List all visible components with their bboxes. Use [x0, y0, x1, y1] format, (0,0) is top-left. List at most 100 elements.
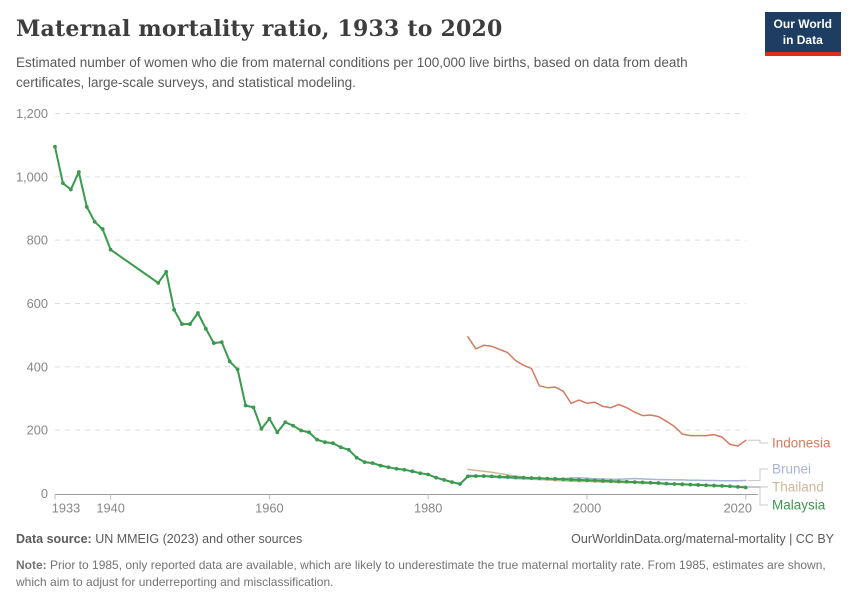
data-point-marker-malaysia — [585, 478, 589, 483]
data-point-marker-malaysia — [704, 483, 708, 488]
data-point-marker-malaysia — [291, 423, 296, 428]
data-point-marker-malaysia — [489, 474, 494, 479]
x-tick-label: 2020 — [724, 501, 752, 516]
y-tick-label: 400 — [27, 359, 48, 374]
data-point-marker-malaysia — [720, 484, 724, 488]
chart-subtitle: Estimated number of women who die from m… — [16, 55, 688, 91]
data-point-marker-malaysia — [307, 430, 311, 435]
data-point-marker-malaysia — [362, 460, 367, 465]
series-line-malaysia[interactable] — [54, 145, 747, 489]
data-point-marker-malaysia — [481, 474, 486, 478]
data-point-marker-malaysia — [640, 480, 645, 485]
data-point-marker-malaysia — [346, 447, 351, 452]
data-point-marker-malaysia — [450, 480, 454, 484]
data-point-marker-malaysia — [624, 479, 629, 484]
data-point-marker-malaysia — [529, 476, 534, 480]
data-source-text: UN MMEIG (2023) and other sources — [91, 532, 303, 546]
data-point-marker-malaysia — [76, 170, 81, 174]
data-point-marker-malaysia — [92, 219, 97, 224]
data-point-marker-malaysia — [188, 322, 192, 326]
chart-title: Maternal mortality ratio, 1933 to 2020 — [16, 16, 503, 42]
data-point-marker-malaysia — [696, 483, 701, 487]
data-point-marker-malaysia — [394, 466, 399, 471]
owid-logo-line1: Our World — [773, 17, 832, 31]
data-point-marker-malaysia — [100, 227, 105, 231]
data-point-marker-malaysia — [537, 476, 542, 481]
data-point-marker-malaysia — [68, 187, 73, 192]
license-link[interactable]: OurWorldinData.org/maternal-mortality | … — [571, 532, 834, 546]
data-source: Data source: UN MMEIG (2023) and other s… — [16, 532, 302, 546]
data-point-marker-malaysia — [243, 403, 248, 408]
data-point-marker-malaysia — [521, 475, 526, 480]
data-point-marker-malaysia — [553, 477, 558, 481]
data-point-marker-malaysia — [426, 472, 431, 477]
data-point-marker-malaysia — [616, 479, 621, 484]
legend-label-indonesia[interactable]: Indonesia — [772, 436, 831, 451]
data-point-marker-malaysia — [545, 476, 550, 481]
data-point-marker-malaysia — [227, 359, 232, 364]
data-point-marker-malaysia — [458, 482, 462, 486]
data-point-marker-malaysia — [735, 484, 740, 489]
data-point-marker-malaysia — [378, 463, 383, 468]
data-point-marker-malaysia — [664, 481, 669, 486]
y-tick-label: 600 — [27, 296, 48, 311]
data-point-marker-malaysia — [728, 484, 732, 489]
data-point-marker-malaysia — [338, 445, 343, 450]
data-point-marker-malaysia — [211, 341, 216, 345]
data-point-marker-malaysia — [648, 480, 653, 485]
data-point-marker-malaysia — [61, 181, 65, 186]
footnote-text: Prior to 1985, only reported data are av… — [16, 558, 826, 590]
data-point-marker-malaysia — [219, 340, 224, 345]
footnote: Note: Prior to 1985, only reported data … — [16, 557, 836, 591]
data-point-marker-malaysia — [203, 326, 208, 331]
data-point-marker-malaysia — [593, 478, 597, 483]
series-line-indonesia[interactable] — [467, 336, 747, 447]
data-point-marker-malaysia — [386, 465, 391, 470]
data-point-marker-malaysia — [354, 455, 359, 460]
data-point-marker-malaysia — [608, 479, 613, 484]
data-source-label: Data source: — [16, 532, 92, 546]
data-point-marker-malaysia — [497, 474, 502, 479]
y-tick-label: 200 — [27, 423, 48, 438]
data-point-marker-malaysia — [632, 480, 637, 484]
data-point-marker-malaysia — [513, 475, 518, 480]
data-point-marker-malaysia — [465, 474, 470, 479]
x-tick-label: 1960 — [255, 501, 283, 516]
data-point-marker-malaysia — [656, 481, 661, 485]
data-point-marker-malaysia — [172, 307, 177, 312]
legend-label-brunei[interactable]: Brunei — [772, 462, 811, 477]
data-point-marker-malaysia — [743, 485, 748, 490]
legend-connector-indonesia — [747, 439, 768, 444]
data-point-marker-malaysia — [442, 477, 446, 482]
footnote-label: Note: — [16, 558, 47, 572]
data-point-marker-malaysia — [164, 269, 169, 274]
footer: Data source: UN MMEIG (2023) and other s… — [16, 532, 834, 546]
data-point-marker-malaysia — [577, 477, 581, 482]
data-point-marker-malaysia — [267, 416, 272, 421]
data-point-marker-malaysia — [569, 477, 574, 482]
x-tick-label: 1940 — [96, 501, 124, 516]
data-point-marker-malaysia — [108, 247, 113, 252]
x-tick-label: 1980 — [414, 501, 442, 516]
data-point-marker-malaysia — [600, 478, 605, 483]
legend-label-malaysia[interactable]: Malaysia — [772, 498, 826, 513]
y-tick-label: 0 — [41, 486, 48, 501]
data-point-marker-malaysia — [283, 420, 288, 425]
data-point-marker-malaysia — [180, 322, 184, 326]
y-tick-label: 1,200 — [16, 106, 48, 121]
data-point-marker-malaysia — [331, 441, 335, 446]
data-point-marker-malaysia — [156, 281, 161, 285]
data-point-marker-malaysia — [410, 469, 415, 474]
data-point-marker-malaysia — [418, 471, 423, 476]
data-point-marker-malaysia — [259, 427, 264, 431]
owid-logo[interactable]: Our World in Data — [764, 12, 841, 57]
legend-label-thailand[interactable]: Thailand — [772, 480, 824, 495]
data-point-marker-malaysia — [275, 430, 280, 435]
data-point-marker-malaysia — [53, 144, 57, 149]
data-point-marker-malaysia — [672, 482, 677, 486]
legend-connector-malaysia — [747, 486, 768, 506]
data-point-marker-malaysia — [235, 367, 240, 372]
owid-logo-line2: in Data — [782, 32, 823, 47]
